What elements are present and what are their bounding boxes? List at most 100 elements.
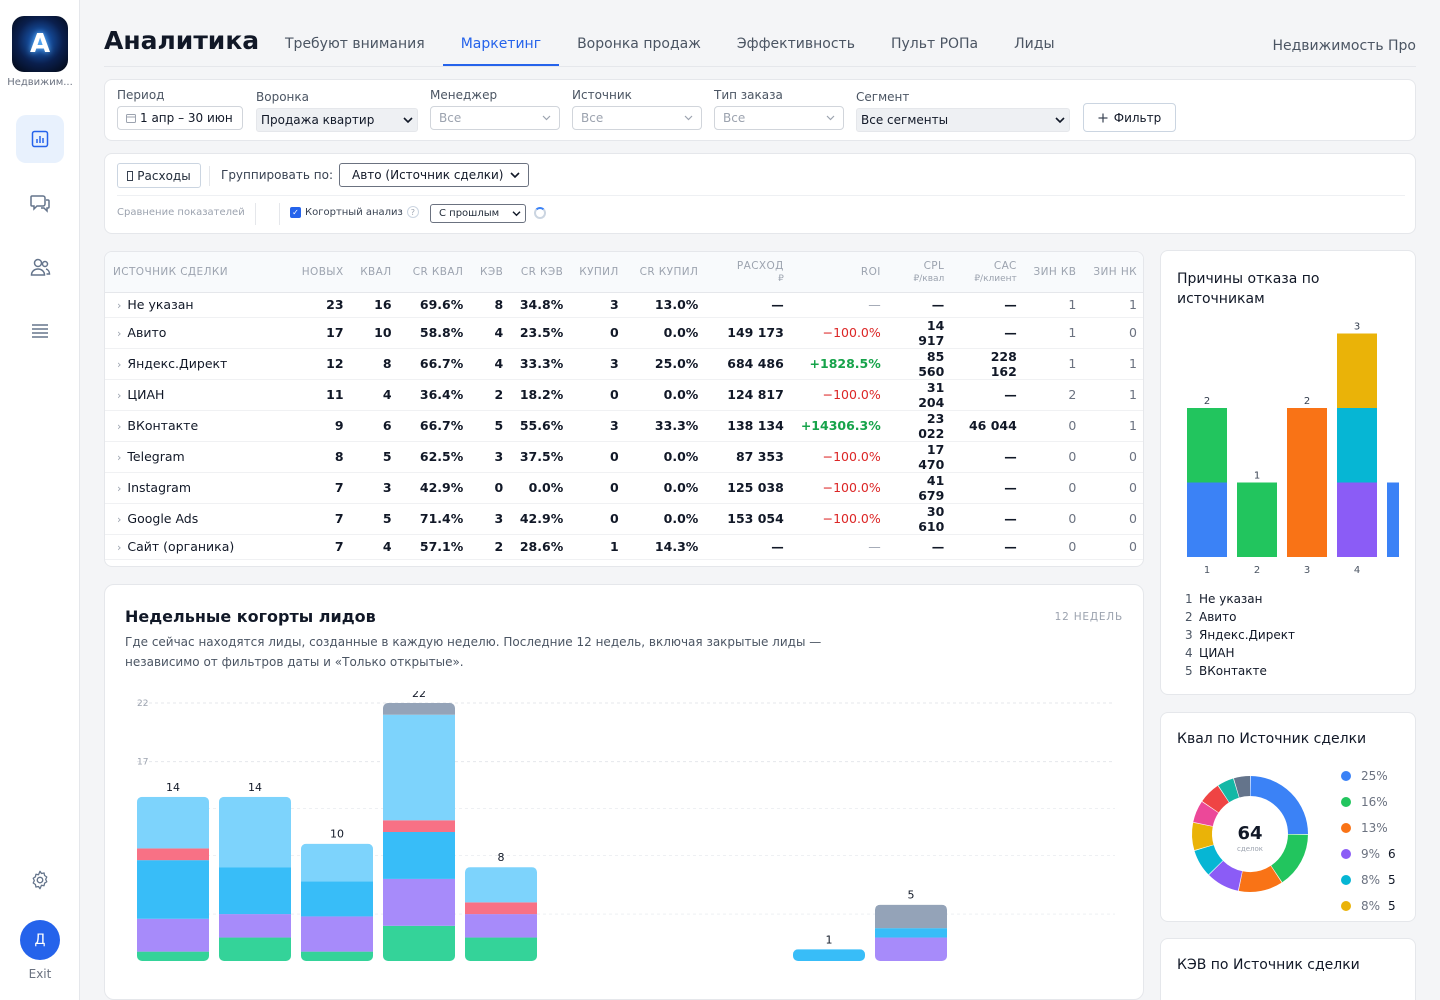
cohort-bar[interactable] (383, 703, 455, 961)
donut-slice[interactable] (1270, 833, 1308, 883)
reason-bar[interactable] (1337, 333, 1377, 558)
col-new[interactable]: Новых (293, 252, 352, 293)
table-row[interactable]: ›Рекомендация5360.0%240.0%120.0%————00 (105, 559, 1143, 567)
cohort-toggle[interactable]: ✓ Когортный анализ ? (290, 206, 419, 218)
cell-zin-nk: 0 (1084, 472, 1143, 504)
tab-bar: Требуют внимания Маркетинг Воронка прода… (267, 26, 1073, 66)
donut-slice[interactable] (1194, 844, 1224, 876)
table-row[interactable]: › Авито 17 10 58.8% 4 23.5% 0 0.0% 149 173 −100.0%… (105, 317, 1143, 349)
cohort-bar-total: 1 (826, 933, 833, 946)
col-zin-kv[interactable]: Зин кв (1024, 252, 1085, 293)
cell-cr-kev: 42.9% (511, 503, 572, 535)
donut-slice[interactable] (1249, 776, 1308, 835)
cohort-bar[interactable] (793, 949, 865, 961)
chevron-right-icon[interactable]: › (117, 299, 122, 312)
donut-slice[interactable] (1192, 822, 1214, 851)
tab-attention[interactable]: Требуют внимания (285, 36, 425, 52)
group-by-select[interactable]: Авто (Источник сделки) (339, 163, 529, 187)
donut-slice[interactable] (1217, 778, 1240, 803)
cohort-checkbox[interactable]: ✓ (290, 206, 301, 218)
cell-cr-bought: 0.0% (626, 379, 707, 411)
cohort-bar[interactable] (219, 796, 291, 961)
donut-slice[interactable] (1208, 860, 1244, 891)
reason-bar[interactable] (1387, 482, 1399, 558)
chevron-right-icon[interactable]: › (117, 420, 122, 433)
donut-slice[interactable] (1201, 785, 1230, 814)
table-row[interactable]: › Instagram 7 3 42.9% 0 0.0% 0 0.0% 125 038 −100.0… (105, 472, 1143, 504)
col-zin-nk[interactable]: Зин нк (1084, 252, 1143, 293)
col-kev[interactable]: КЭВ (471, 252, 512, 293)
exit-link[interactable]: Exit (28, 967, 52, 981)
chevron-right-icon[interactable]: › (117, 358, 122, 371)
compare-select[interactable]: С прошлым (430, 204, 526, 223)
cohort-bar[interactable] (465, 867, 537, 961)
table-row[interactable]: › Сайт (органика) 7 4 57.1% 2 28.6% 1 14.3% — — — —0… (105, 534, 1143, 560)
expenses-button-label: Расходы (137, 168, 191, 183)
cohort-bar[interactable] (137, 796, 209, 961)
table-row[interactable]: › Не указан 23 16 69.6% 8 34.8% 3 13.0% — — — —1 1 (105, 292, 1143, 318)
col-cr-bought[interactable]: CR купил (626, 252, 707, 293)
tab-marketing[interactable]: Маркетинг (442, 26, 560, 66)
col-cr-kval[interactable]: CR квал (399, 252, 472, 293)
chevron-right-icon[interactable]: › (117, 327, 122, 340)
funnel-select[interactable]: Продажа квартир (256, 108, 418, 132)
sidebar-item-settings[interactable] (16, 856, 64, 904)
cell-bought: 0 (571, 503, 627, 535)
sidebar-item-chats[interactable] (16, 179, 64, 227)
reason-bar[interactable] (1287, 408, 1327, 557)
donut-slice[interactable] (1193, 801, 1219, 828)
table-row[interactable]: › Telegram 8 5 62.5% 3 37.5% 0 0.0% 87 353 −100.0%… (105, 441, 1143, 473)
sidebar-item-list[interactable] (16, 307, 64, 355)
col-cac[interactable]: CAC ₽/клиент (952, 252, 1025, 293)
donut-slice[interactable] (1238, 865, 1283, 892)
filter-button[interactable]: Фильтр (1083, 103, 1176, 132)
sidebar-item-users[interactable] (16, 243, 64, 291)
app-logo[interactable]: A (12, 16, 68, 72)
cohort-bar[interactable] (875, 904, 947, 961)
period-picker[interactable]: 1 апр – 30 июн (117, 106, 243, 130)
cell-cr-kval: 62.5% (399, 441, 472, 473)
tab-sales-funnel[interactable]: Воронка продаж (577, 36, 701, 52)
tab-leads[interactable]: Лиды (1014, 36, 1055, 52)
expenses-button[interactable]: Расходы (117, 163, 201, 188)
segment-select[interactable]: Все сегменты (856, 108, 1070, 132)
chevron-right-icon[interactable]: › (117, 451, 122, 464)
cell-bought: 0 (571, 379, 627, 411)
chevron-right-icon[interactable]: › (117, 513, 122, 526)
col-bought[interactable]: Купил (571, 252, 627, 293)
order-type-select[interactable]: Все (714, 106, 844, 130)
segment-filter: Сегмент Все сегменты (856, 90, 1070, 132)
cell-cr-kval: 57.1% (399, 534, 472, 560)
filter-button-label: Фильтр (1113, 110, 1162, 125)
reason-bar[interactable] (1237, 482, 1277, 558)
avatar[interactable]: Д (20, 920, 60, 960)
cell-cpl: — (888, 534, 953, 560)
cohort-bar[interactable] (301, 843, 373, 961)
tab-efficiency[interactable]: Эффективность (736, 36, 855, 52)
col-cr-kev[interactable]: CR КЭВ (511, 252, 572, 293)
tab-rop-console[interactable]: Пульт РОПа (890, 36, 979, 52)
table-row[interactable]: › Яндекс.Директ 12 8 66.7% 4 33.3% 3 25.0% 684 48… (105, 348, 1143, 380)
sidebar-item-analytics[interactable] (16, 115, 64, 163)
col-roi[interactable]: ROI (791, 252, 889, 293)
chevron-right-icon[interactable]: › (117, 482, 122, 495)
cell-cpl: 30 610 (888, 503, 953, 535)
table-row[interactable]: › ВКонтакте 9 6 66.7% 5 55.6% 3 33.3% 138 134 +143… (105, 410, 1143, 442)
col-expense[interactable]: Расход ₽ (706, 252, 792, 293)
chevron-right-icon[interactable]: › (117, 566, 121, 567)
reason-bar[interactable] (1187, 408, 1227, 557)
donut-slice[interactable] (1233, 776, 1251, 798)
legend-label: ВКонтакте (1199, 664, 1267, 678)
col-source[interactable]: Источник сделки (105, 252, 294, 293)
plus-icon (1098, 113, 1108, 122)
col-kval[interactable]: Квал (351, 252, 400, 293)
source-select[interactable]: Все (572, 106, 702, 130)
table-row[interactable]: › Google Ads 7 5 71.4% 3 42.9% 0 0.0% 153 054 −100… (105, 503, 1143, 535)
cohort-bar-segment (465, 937, 537, 961)
table-row[interactable]: › ЦИАН 11 4 36.4% 2 18.2% 0 0.0% 124 817 −100.0% 31… (105, 379, 1143, 411)
chevron-right-icon[interactable]: › (117, 389, 122, 402)
col-cpl[interactable]: CPL ₽/квал (888, 252, 953, 293)
help-icon[interactable]: ? (406, 206, 419, 218)
chevron-right-icon[interactable]: › (117, 541, 122, 554)
manager-select[interactable]: Все (430, 106, 560, 130)
